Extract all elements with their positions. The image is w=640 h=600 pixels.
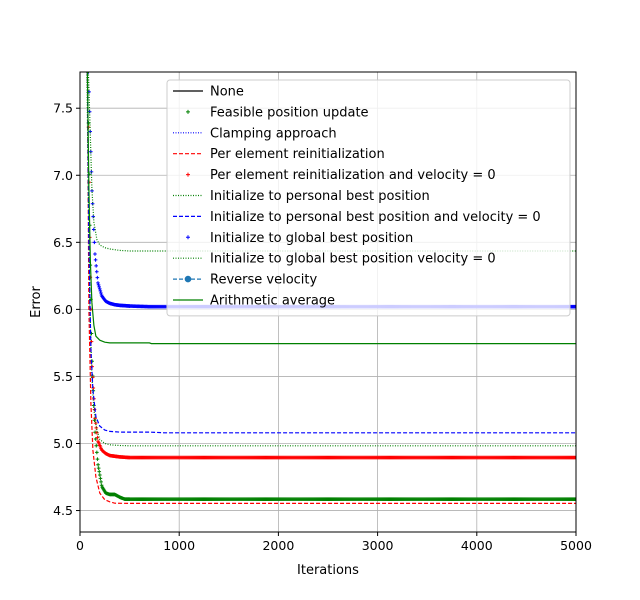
x-tick-label: 5000: [560, 538, 592, 553]
data-point-marker: [89, 170, 94, 174]
legend: None Feasible position update Clamping app…: [166, 79, 571, 317]
data-point-marker: [86, 72, 91, 74]
plot-frame: [79, 71, 577, 533]
series-line: [86, 72, 576, 345]
y-axis-label: Error: [29, 286, 44, 318]
data-point-marker: [186, 172, 190, 177]
data-point-marker: [94, 443, 99, 448]
legend-box: [166, 79, 571, 317]
legend-item: Arithmetic average: [173, 294, 335, 309]
series-line: [86, 72, 576, 504]
data-point-marker: [574, 497, 576, 501]
data-point-marker: [97, 287, 102, 291]
legend-label: Initialize to personal best position: [210, 189, 430, 204]
legend-item: None: [173, 85, 244, 100]
legend-item: Per element reinitialization and velocit…: [186, 168, 496, 183]
data-point-marker: [93, 258, 98, 262]
legend-item: Initialize to global best position: [186, 231, 413, 246]
x-tick-label: 4000: [461, 538, 493, 553]
y-tick-label: 5.0: [53, 436, 73, 451]
y-tick-label: 7.5: [53, 101, 73, 116]
data-point-marker: [94, 264, 98, 268]
data-point-marker: [98, 473, 102, 477]
data-point-marker: [97, 285, 101, 289]
legend-item: Reverse velocity: [173, 273, 317, 288]
data-point-marker: [95, 435, 100, 440]
series-10: [86, 72, 576, 345]
data-point-marker: [92, 240, 97, 245]
data-point-marker: [99, 480, 103, 484]
data-point-marker: [94, 269, 99, 274]
data-point-marker: [93, 252, 97, 256]
x-axis-label: Iterations: [297, 563, 359, 578]
data-point-marker: [95, 430, 99, 435]
data-point-marker: [97, 469, 102, 474]
x-tick-label: 1000: [163, 538, 195, 553]
legend-label: Per element reinitialization and velocit…: [210, 168, 496, 183]
legend-label: Initialize to global best position veloc…: [210, 252, 496, 267]
legend-item: Per element reinitialization: [173, 147, 385, 162]
data-point-marker: [89, 339, 94, 344]
legend-label: Feasible position update: [210, 105, 369, 120]
legend-item: Initialize to personal best position and…: [173, 210, 541, 225]
y-tick-label: 4.5: [53, 503, 73, 518]
data-point-marker: [186, 109, 190, 114]
y-tick-label: 6.5: [53, 235, 73, 250]
y-tick-label: 7.0: [53, 168, 73, 183]
data-point-marker: [96, 466, 101, 470]
legend-circle-marker: [184, 275, 192, 283]
data-point-marker: [95, 457, 100, 461]
data-point-marker: [89, 149, 93, 154]
data-point-marker: [96, 283, 101, 287]
x-tick-label: 0: [76, 538, 84, 553]
data-point-marker: [96, 462, 100, 467]
data-point-marker: [99, 483, 104, 488]
y-tick-label: 6.0: [53, 302, 73, 317]
y-tick-label: 5.5: [53, 369, 73, 384]
data-point-marker: [96, 281, 100, 285]
legend-label: Initialize to global best position: [210, 231, 413, 246]
data-point-marker: [574, 455, 576, 460]
legend-item: Initialize to personal best position: [173, 189, 430, 204]
data-point-marker: [98, 289, 103, 293]
legend-label: Reverse velocity: [210, 273, 317, 288]
legend-label: Clamping approach: [210, 126, 337, 141]
data-point-marker: [98, 476, 103, 481]
legend-label: None: [210, 85, 244, 100]
legend-label: Arithmetic average: [210, 294, 335, 309]
data-point-marker: [92, 418, 97, 423]
data-point-marker: [186, 235, 190, 240]
legend-item: Clamping approach: [173, 126, 337, 141]
series-3: [86, 72, 576, 504]
data-point-marker: [99, 291, 103, 295]
legend-label: Initialize to personal best position and…: [210, 210, 541, 225]
x-tick-label: 2000: [262, 538, 294, 553]
data-point-marker: [95, 450, 99, 455]
axis-ticks: 0 1000 2000 3000 4000 5000 4.5 5.0 5.5 6.0 6.5 7.0 7…: [53, 101, 592, 553]
data-point-marker: [95, 275, 100, 280]
legend-item: Initialize to global best position veloc…: [173, 252, 496, 267]
x-tick-label: 3000: [362, 538, 394, 553]
legend-label: Per element reinitialization: [210, 147, 385, 162]
legend-item: Feasible position update: [186, 105, 369, 120]
